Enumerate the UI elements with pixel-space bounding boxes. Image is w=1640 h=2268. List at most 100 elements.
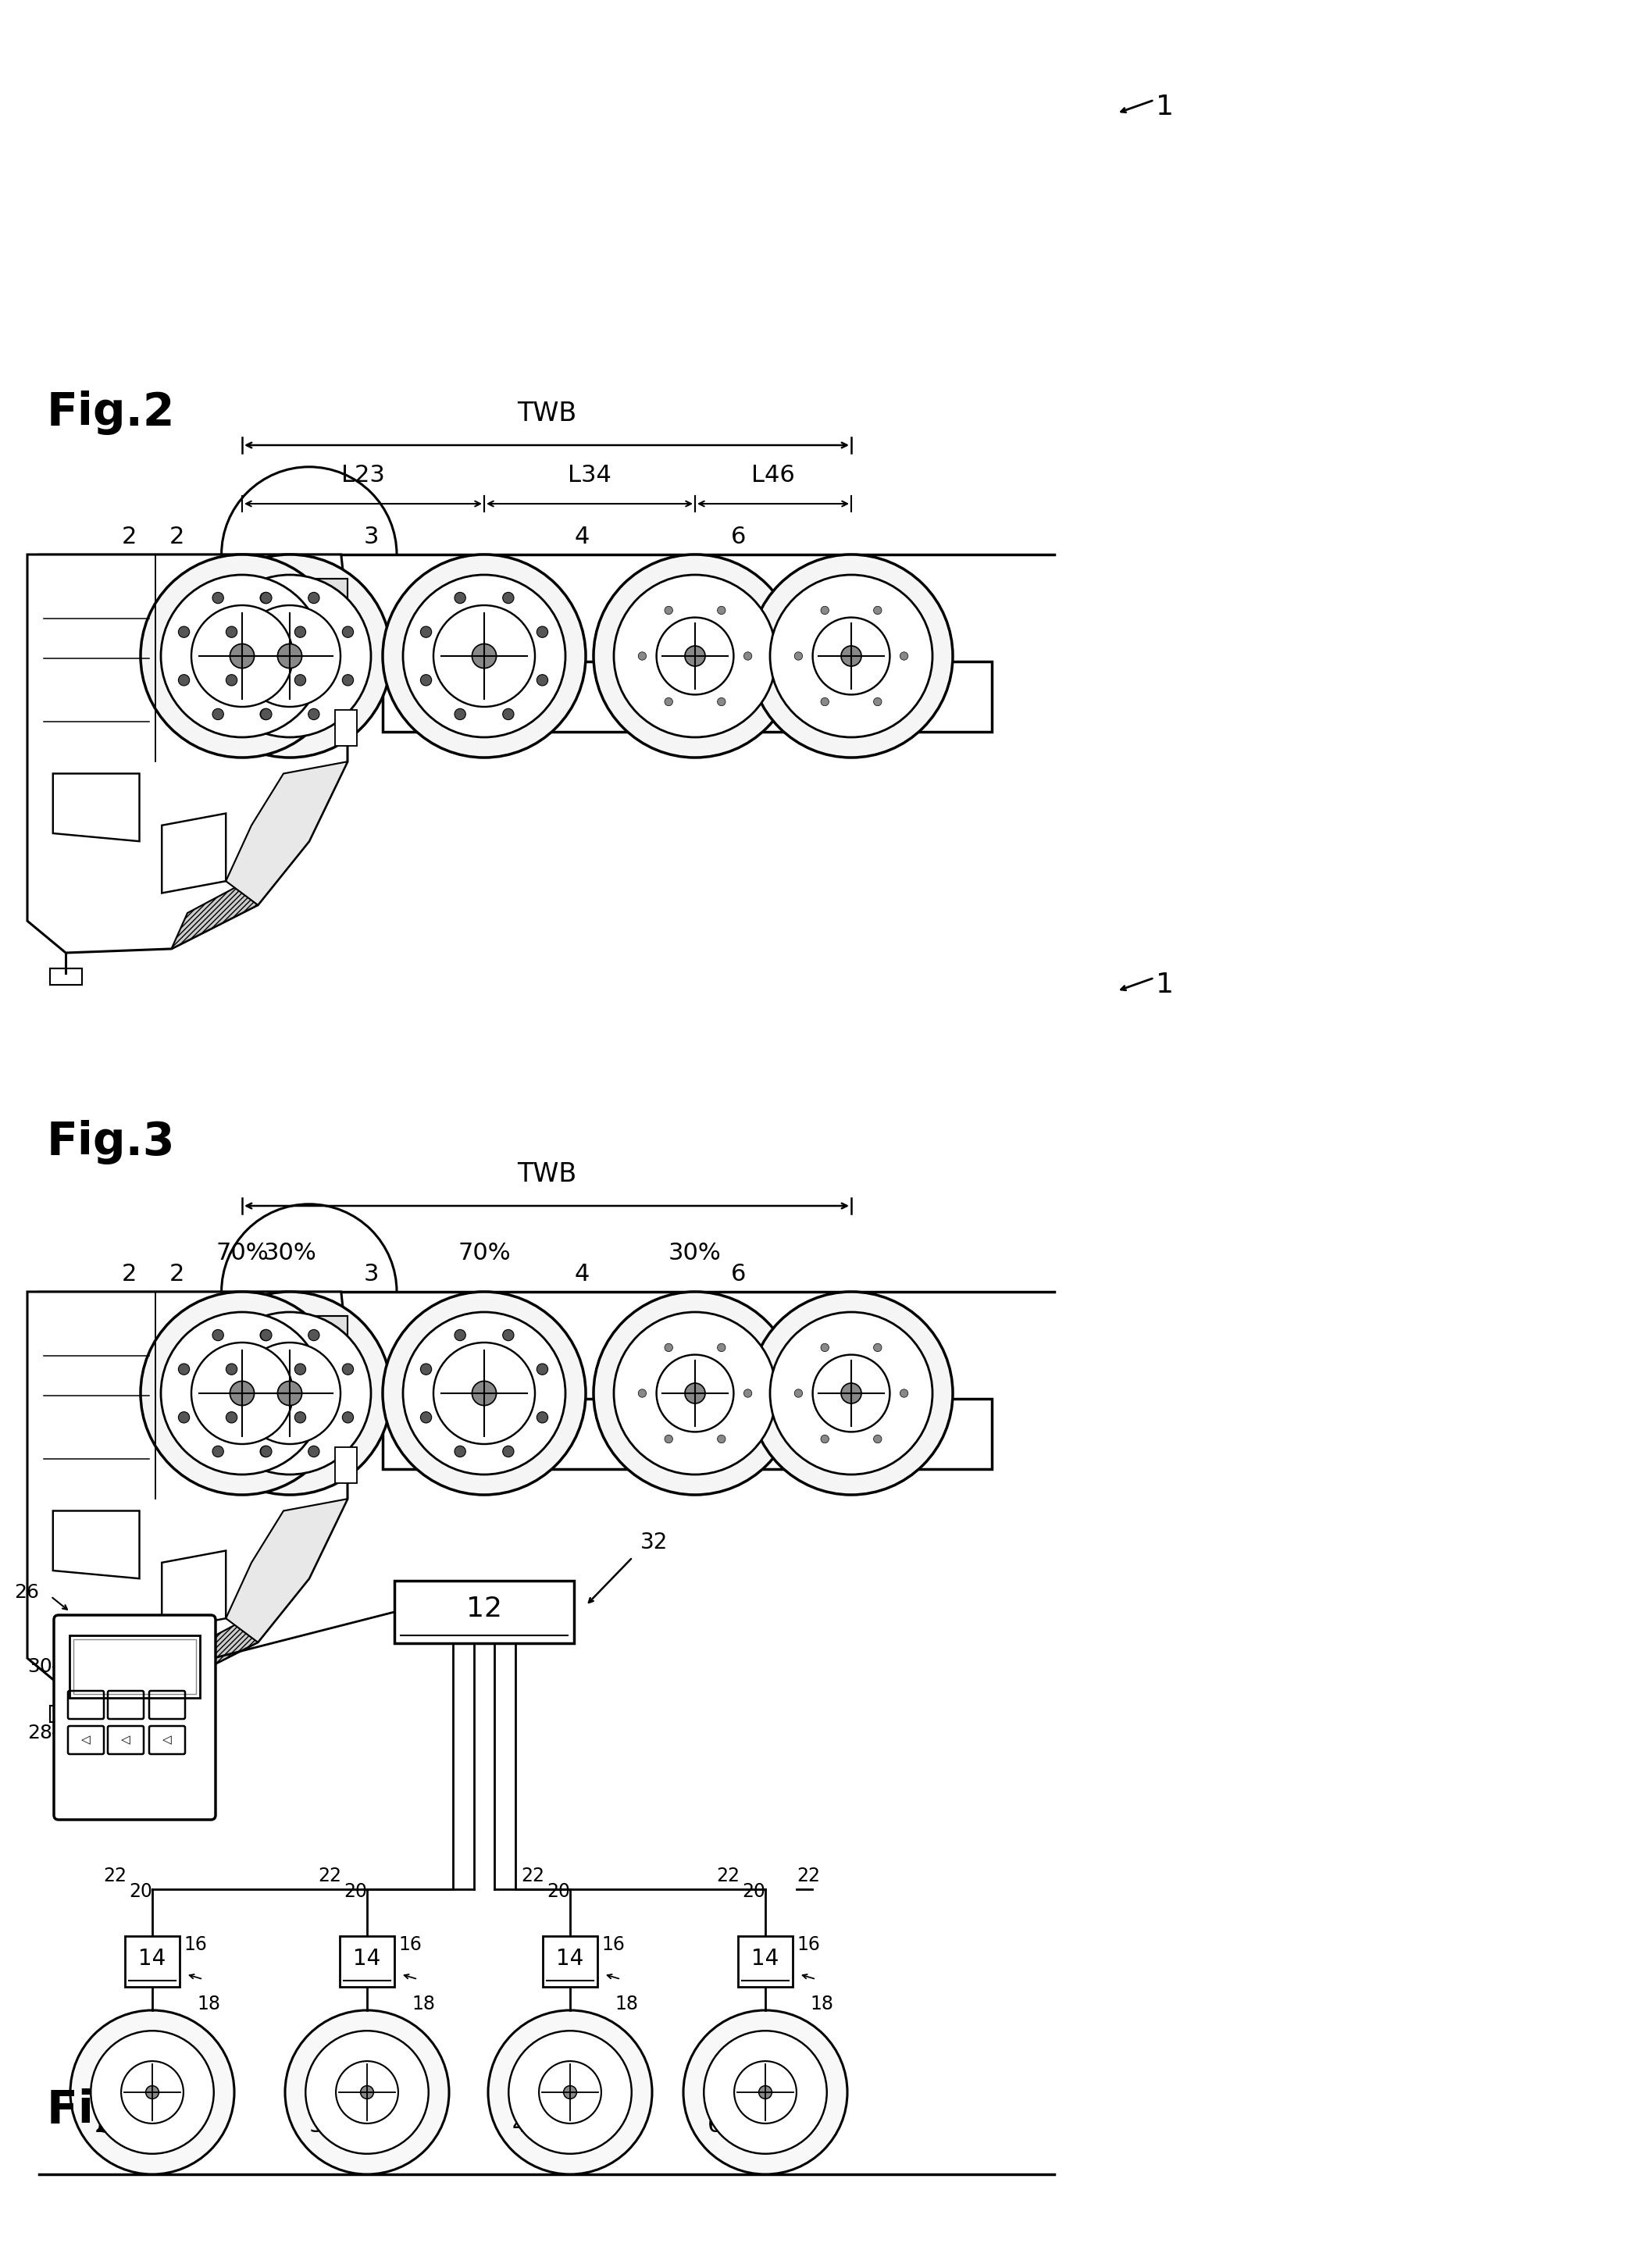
Circle shape — [208, 574, 371, 737]
Circle shape — [208, 1313, 371, 1474]
Circle shape — [684, 2009, 848, 2175]
Text: 22: 22 — [717, 1867, 740, 1885]
Text: 20: 20 — [546, 1882, 571, 1901]
Bar — [394, 1581, 574, 1644]
Circle shape — [226, 1411, 238, 1422]
Text: 3: 3 — [308, 2114, 325, 2136]
Text: 14: 14 — [353, 1948, 380, 1969]
Circle shape — [813, 1354, 891, 1431]
Bar — [49, 1706, 82, 1721]
Text: L34: L34 — [567, 465, 612, 488]
Bar — [738, 1937, 792, 1987]
Circle shape — [454, 592, 466, 603]
Bar — [315, 1315, 348, 1347]
Bar — [125, 1937, 180, 1987]
Circle shape — [261, 1329, 272, 1340]
Text: 3: 3 — [364, 526, 379, 549]
Circle shape — [277, 644, 302, 669]
Circle shape — [420, 674, 431, 685]
Circle shape — [213, 1447, 223, 1456]
Circle shape — [189, 553, 392, 758]
Circle shape — [261, 592, 271, 603]
Polygon shape — [28, 1293, 348, 1690]
Text: 16: 16 — [602, 1935, 625, 1953]
Bar — [335, 1447, 358, 1483]
Text: F4: F4 — [677, 621, 712, 646]
Circle shape — [874, 1343, 882, 1352]
Circle shape — [472, 1381, 497, 1406]
Circle shape — [735, 2062, 797, 2123]
Circle shape — [686, 1383, 705, 1404]
Bar — [69, 1635, 200, 1699]
Circle shape — [261, 1329, 271, 1340]
Circle shape — [794, 1390, 802, 1397]
Circle shape — [454, 1447, 466, 1456]
Polygon shape — [226, 762, 348, 905]
Circle shape — [900, 651, 909, 660]
Circle shape — [820, 606, 828, 615]
Circle shape — [433, 1343, 535, 1445]
Text: 12: 12 — [466, 1597, 502, 1622]
Text: 4: 4 — [574, 526, 590, 549]
Circle shape — [503, 1447, 513, 1456]
Text: Fig.3: Fig.3 — [48, 1120, 175, 1163]
Text: 14: 14 — [138, 1948, 166, 1969]
Circle shape — [192, 1343, 294, 1445]
Circle shape — [613, 574, 776, 737]
Text: 22: 22 — [797, 1867, 820, 1885]
Circle shape — [343, 1363, 354, 1374]
Circle shape — [239, 1343, 341, 1445]
Bar — [382, 660, 992, 730]
Circle shape — [638, 651, 646, 660]
Circle shape — [813, 617, 891, 694]
Circle shape — [454, 1329, 466, 1340]
Circle shape — [638, 1390, 646, 1397]
Circle shape — [503, 592, 513, 603]
Circle shape — [226, 626, 238, 637]
Circle shape — [239, 606, 341, 708]
Text: 4: 4 — [574, 1263, 590, 1286]
Text: 20: 20 — [741, 1882, 766, 1901]
Circle shape — [161, 574, 323, 737]
Text: F3: F3 — [467, 621, 502, 646]
Circle shape — [295, 626, 305, 637]
Text: F2: F2 — [225, 621, 259, 646]
Circle shape — [503, 708, 513, 719]
Text: 2: 2 — [121, 1263, 136, 1286]
Circle shape — [230, 1381, 254, 1406]
Circle shape — [489, 2009, 653, 2175]
Text: 14: 14 — [751, 1948, 779, 1969]
Text: 14: 14 — [556, 1948, 584, 1969]
Circle shape — [71, 2009, 235, 2175]
Circle shape — [664, 1343, 672, 1352]
Text: 6: 6 — [731, 526, 746, 549]
Circle shape — [295, 1411, 305, 1422]
Circle shape — [308, 1329, 320, 1340]
Circle shape — [382, 553, 585, 758]
Circle shape — [536, 626, 548, 637]
Circle shape — [820, 1343, 828, 1352]
Circle shape — [179, 1363, 190, 1374]
Text: 18: 18 — [412, 1994, 435, 2014]
Circle shape — [420, 1363, 431, 1374]
Text: 20: 20 — [130, 1882, 153, 1901]
Circle shape — [536, 674, 548, 685]
Text: 1: 1 — [1156, 93, 1174, 120]
Circle shape — [343, 674, 354, 685]
Circle shape — [343, 1411, 354, 1422]
Text: 6: 6 — [731, 1263, 746, 1286]
Circle shape — [343, 626, 354, 637]
Bar — [382, 1399, 992, 1470]
Text: 2: 2 — [93, 2114, 110, 2136]
Circle shape — [433, 606, 535, 708]
Text: 22: 22 — [522, 1867, 544, 1885]
Circle shape — [594, 553, 797, 758]
Circle shape — [664, 606, 672, 615]
Circle shape — [749, 553, 953, 758]
Circle shape — [179, 674, 190, 685]
Circle shape — [613, 1313, 776, 1474]
Text: 30%: 30% — [264, 1243, 317, 1266]
Circle shape — [656, 1354, 733, 1431]
Polygon shape — [172, 1603, 277, 1685]
Circle shape — [161, 1313, 323, 1474]
